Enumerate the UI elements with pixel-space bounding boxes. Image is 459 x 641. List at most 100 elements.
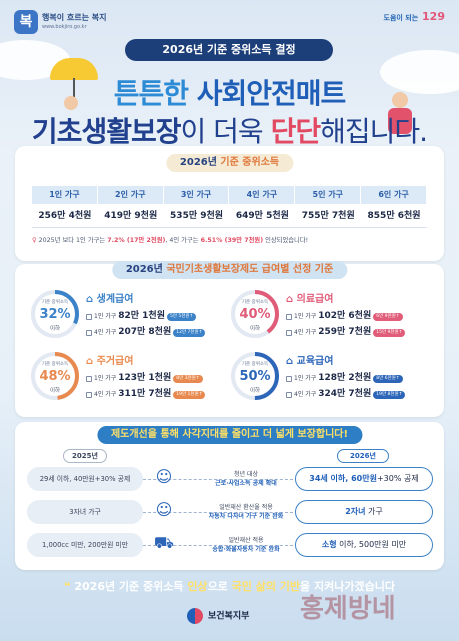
- section-title-part: 더 넓게 보장합니다!: [259, 429, 349, 440]
- household-value: 256만 4천원: [32, 204, 98, 228]
- ring-percent: 40%: [239, 307, 271, 322]
- increase-tag: 8만 6천원↑: [373, 374, 403, 383]
- ring-fill: [231, 290, 279, 338]
- benefit-row: 1인 가구 123만 1천원 8만 3천원↑: [86, 370, 203, 383]
- note-icon: ♀: [32, 237, 37, 244]
- ministry-logo[interactable]: 보건복지부: [187, 608, 249, 626]
- title-highlight: 사회안전매트: [196, 77, 347, 110]
- change-highlight: 자동차 다자녀 가구 기준 완화: [208, 513, 284, 520]
- household-label: 4인 가구: [229, 186, 296, 204]
- benefit-name: 생계급여: [96, 294, 134, 305]
- note-value: 7.2% (17만 2천원): [107, 237, 166, 244]
- year-new-badge: 2026년: [337, 449, 389, 463]
- increase-tag: 6만 9천원↑: [373, 312, 403, 321]
- change-line: 청년 대상: [234, 471, 258, 478]
- old-criteria: 29세 이하, 40만원+30% 공제: [27, 467, 143, 491]
- ring-fill: [31, 352, 79, 400]
- row-key: 4인 가구: [294, 329, 317, 336]
- arrow-line: [143, 512, 293, 513]
- ring-chart: [31, 352, 79, 400]
- household-label: 3인 가구: [163, 186, 230, 204]
- welfare-logo[interactable]: 복 행복이 흐르는 복지 www.bokjiro.go.kr: [14, 8, 106, 38]
- logo-name: 행복이 흐르는 복지: [42, 13, 107, 22]
- note-value: 6.51% (39만 7천원): [200, 237, 264, 244]
- ring-label: 기준 중위소득: [41, 300, 69, 305]
- benefit-title: ⌂ 의료급여: [286, 290, 333, 305]
- household-table: 1인 가구 256만 4천원 2인 가구 419만 9천원 3인 가구 535만 9천원 4…: [32, 186, 427, 228]
- row-value: 123만 1천원: [118, 373, 172, 383]
- ring-label: 기준 중위소득: [241, 362, 269, 367]
- change-line: 일반재산 환산율 적용: [219, 504, 273, 511]
- title-line-2: 기초생활보장이 더욱 단단해집니다.: [0, 110, 459, 150]
- household-column: 6인 가구 855만 6천원: [361, 186, 427, 228]
- household-value: 649만 5천원: [229, 204, 296, 228]
- note-part: 2025년 보다 1인 가구는: [38, 237, 108, 244]
- median-section-title: 2026년 기준 중위소득: [165, 154, 294, 172]
- section-title-highlight: 국민기초생활보장제도 급여별 선정 기준: [166, 264, 334, 275]
- household-value: 535만 9천원: [163, 204, 230, 228]
- benefit-ring: 기준 중위소득 50% 이하: [229, 350, 281, 402]
- arrow-line: [143, 545, 293, 546]
- benefit-icon: ⌂: [286, 356, 297, 367]
- change-highlight: 승합·화물자동차 기준 완화: [212, 546, 280, 553]
- umbrella-illustration: [50, 58, 98, 80]
- benefit-icon: ⌂: [86, 294, 97, 305]
- benefits-section-title: 2026년 국민기초생활보장제도 급여별 선정 기준: [111, 261, 348, 279]
- person-illustration: [64, 96, 78, 110]
- section-title-highlight: 사각지대를 줄이고: [182, 429, 260, 440]
- taegeuk-icon: [187, 608, 203, 624]
- benefit-ring: 기준 중위소득 32% 이하: [29, 288, 81, 340]
- benefit-ring: 기준 중위소득 40% 이하: [229, 288, 281, 340]
- new-value: 소형: [321, 540, 337, 549]
- row-value: 259만 7천원: [318, 327, 372, 337]
- bokjiro-logo-mark: 복: [14, 10, 38, 34]
- slogan-part: 을 지켜나가겠습니다: [300, 580, 395, 593]
- row-value: 324만 7천원: [318, 389, 372, 399]
- row-key: 1인 가구: [94, 313, 117, 320]
- umbrella-stick: [73, 78, 75, 102]
- family-icon: ☺: [155, 467, 173, 486]
- benefit-block: 기준 중위소득 32% 이하 ⌂ 생계급여 1인 가구 82만 1천원 5만 5천원↑ 4인…: [29, 288, 233, 346]
- helpline-logo[interactable]: 도움이 되는 129: [384, 10, 445, 23]
- household-label: 5인 가구: [295, 186, 362, 204]
- title-part: 이 더욱: [180, 115, 271, 148]
- row-key: 4인 가구: [94, 329, 117, 336]
- old-criteria: 3자녀 가구: [27, 500, 143, 524]
- new-value: 34세 이하, 60만원: [309, 474, 377, 483]
- ring-fill: [31, 290, 79, 338]
- helpline-number: 129: [422, 10, 445, 23]
- ring-percent: 32%: [39, 307, 71, 322]
- median-note: ♀ 2025년 보다 1인 가구는 7.2% (17만 2천원), 4인 가구는…: [32, 235, 432, 244]
- ring-below: 이하: [249, 326, 261, 332]
- year-old-badge: 2025년: [63, 449, 107, 463]
- benefit-block: 기준 중위소득 40% 이하 ⌂ 의료급여 1인 가구 102만 6천원 6만 9천원↑ 4…: [229, 288, 433, 346]
- increase-tag: 5만 5천원↑: [166, 312, 197, 321]
- new-criteria: 34세 이하, 60만원+30% 공제: [295, 467, 433, 491]
- row-key: 4인 가구: [294, 391, 317, 398]
- increase-tag: 19만 8천원↑: [373, 390, 406, 399]
- person-illustration: [392, 92, 408, 108]
- household-value: 855만 6천원: [361, 204, 427, 228]
- benefit-title: ⌂ 생계급여: [86, 290, 133, 305]
- benefit-icon: ⌂: [86, 356, 97, 367]
- benefit-title: ⌂ 주거급여: [86, 352, 133, 367]
- ring-below: 이하: [49, 388, 61, 394]
- slogan-highlight: 국민 삶의 기반: [231, 580, 301, 593]
- benefit-icon: ⌂: [286, 294, 297, 305]
- new-criteria: 2자녀 가구: [295, 500, 433, 524]
- logo-url: www.bokjiro.go.kr: [42, 24, 87, 30]
- ministry-name: 보건복지부: [208, 611, 250, 622]
- helpline-prefix: 도움이 되는: [383, 14, 419, 22]
- title-line-1: 튼튼한 사회안전매트: [0, 72, 459, 112]
- row-value: 102만 6천원: [318, 311, 372, 321]
- improvement-card: 제도개선을 통해 사각지대를 줄이고 더 넓게 보장합니다! 2025년 202…: [15, 422, 444, 570]
- ring-chart: [31, 290, 79, 338]
- row-key: 1인 가구: [294, 375, 317, 382]
- household-column: 1인 가구 256만 4천원: [32, 186, 98, 228]
- slogan-part: 2026년 기준 중위소득: [74, 580, 188, 593]
- section-title-part: 제도개선을 통해: [110, 429, 183, 440]
- benefit-row: 4인 가구 324만 7천원 19만 8천원↑: [286, 386, 406, 399]
- section-title-highlight: 기준 중위소득: [220, 157, 280, 168]
- watermark: 홍제방네: [300, 594, 396, 624]
